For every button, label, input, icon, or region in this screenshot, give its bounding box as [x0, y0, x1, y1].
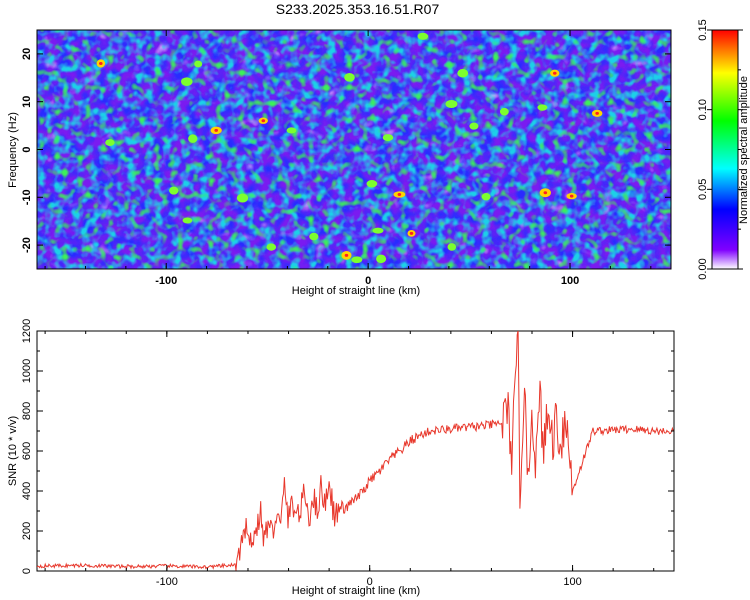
heatmap-hotspot-peak	[569, 194, 574, 198]
heatmap-y-tick-label: -10	[21, 189, 33, 205]
heatmap-hotspot-peak	[595, 111, 599, 115]
heatmap-hotspot	[382, 134, 394, 141]
colorbar-axes: 0.00 0.05 0.10 0.15 Normalized spectral ampl…	[697, 19, 750, 279]
heatmap-hotspot-peak	[261, 119, 266, 123]
heatmap-hotspot	[266, 243, 277, 251]
line-x-tick-label: 100	[563, 576, 581, 588]
line-x-tick-label: 0	[367, 576, 373, 588]
colorbar-tick-label: 0.10	[697, 99, 709, 120]
line-y-tick-label: 1200	[21, 319, 33, 343]
heatmap-hotspot	[537, 104, 548, 111]
heatmap-hotspot	[236, 193, 249, 203]
heatmap-hotspot-peak	[409, 231, 414, 235]
colorbar-tick-label: 0.05	[697, 179, 709, 200]
line-y-tick-label: 0	[21, 568, 33, 574]
heatmap-hotspot	[351, 256, 363, 264]
heatmap-panel	[37, 30, 671, 269]
heatmap-y-tick-label: 0	[21, 146, 33, 152]
line-y-tick-label: 400	[21, 482, 33, 500]
heatmap-x-tick-label: -100	[155, 275, 177, 287]
line-y-tick-label: 800	[21, 402, 33, 420]
heatmap-x-tick-label: 100	[561, 275, 579, 287]
heatmap-hotspot	[188, 134, 198, 143]
heatmap-hotspot	[169, 186, 179, 195]
heatmap-x-tick-label: 0	[365, 275, 371, 287]
heatmap-y-axis-label: Frequency (Hz)	[7, 112, 19, 188]
heatmap-hotspot	[181, 77, 193, 86]
heatmap-hotspot	[499, 107, 509, 116]
heatmap-hotspot	[417, 32, 429, 40]
heatmap-hotspot	[447, 243, 457, 251]
heatmap-y-tick-label: 20	[21, 48, 33, 60]
heatmap-hotspot	[376, 254, 387, 264]
line-y-axis-label: SNR (10 * v/v)	[7, 416, 19, 486]
heatmap-hotspot	[344, 73, 355, 82]
heatmap-hotspot-peak	[99, 61, 103, 65]
line-y-tick-label: 600	[21, 442, 33, 460]
heatmap-hotspot	[469, 122, 479, 130]
line-plot-frame	[36, 330, 675, 572]
heatmap-hotspot	[481, 192, 491, 201]
colorbar	[712, 30, 738, 269]
snr-line	[37, 331, 674, 571]
heatmap-hotspot	[182, 217, 193, 224]
heatmap-hotspot	[105, 139, 115, 147]
heatmap-hotspot	[457, 68, 469, 78]
heatmap-x-axis-label: Height of straight line (km)	[292, 285, 420, 297]
line-y-tick-label: 1000	[21, 359, 33, 383]
heatmap-hotspot	[309, 232, 319, 241]
heatmap-hotspot-peak	[552, 71, 557, 75]
heatmap-y-tick-label: -20	[21, 237, 33, 253]
heatmap-hotspot	[366, 180, 378, 188]
heatmap-hotspots	[96, 32, 603, 264]
line-x-axis-label: Height of straight line (km)	[292, 585, 420, 597]
colorbar-label: Normalized spectral amplitude	[738, 76, 750, 224]
heatmap-hotspot	[194, 60, 203, 68]
heatmap-hotspot	[372, 227, 384, 234]
heatmap-y-tick-label: 10	[21, 96, 33, 108]
heatmap-hotspot-peak	[543, 191, 548, 195]
line-y-tick-label: 200	[21, 522, 33, 540]
heatmap-hotspot-peak	[214, 128, 218, 132]
heatmap-hotspot	[445, 100, 458, 109]
heatmap-peak-blobs	[37, 30, 671, 269]
heatmap-hotspot-peak	[344, 253, 349, 257]
colorbar-tick-label: 0.15	[697, 19, 709, 40]
line-x-tick-label: -100	[156, 576, 178, 588]
heatmap-hotspot-peak	[397, 192, 402, 196]
heatmap-hotspot	[286, 127, 297, 134]
chart-title: S233.2025.353.16.51.R07	[275, 1, 440, 17]
colorbar-tick-label: 0.00	[697, 258, 709, 279]
